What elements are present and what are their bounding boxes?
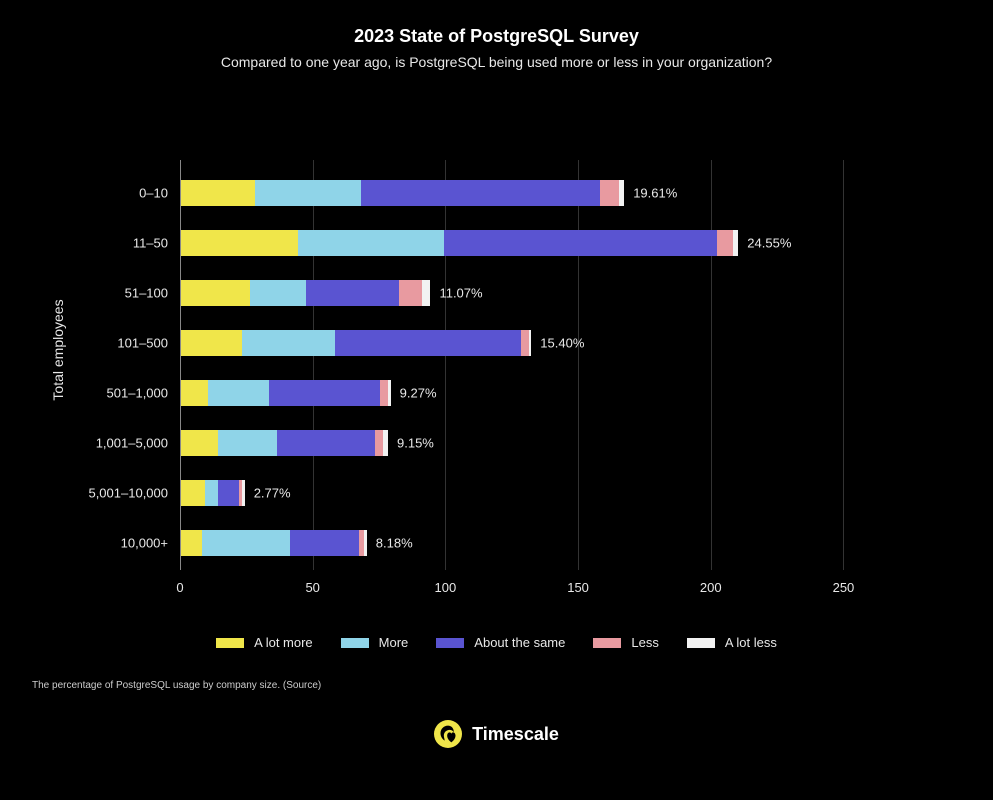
bar-segment-a-lot-less [242, 480, 245, 506]
legend-label: About the same [474, 635, 565, 650]
bar-segment-a-lot-less [422, 280, 430, 306]
bar-segment-a-lot-more [181, 180, 255, 206]
bar-segment-about-the-same [290, 530, 359, 556]
legend-item-about-the-same: About the same [436, 635, 565, 650]
bar-segment-a-lot-more [181, 280, 250, 306]
bar-row [181, 230, 738, 256]
bar-pct-label: 24.55% [747, 236, 791, 251]
gridline [843, 160, 844, 570]
footer: Timescale [0, 720, 993, 748]
bar-segment-about-the-same [218, 480, 239, 506]
legend-swatch [593, 638, 621, 648]
x-tick-label: 150 [567, 580, 589, 595]
bar-segment-a-lot-more [181, 380, 208, 406]
chart-subtitle: Compared to one year ago, is PostgreSQL … [0, 54, 993, 70]
bar-segment-more [218, 430, 276, 456]
legend-swatch [216, 638, 244, 648]
legend-label: More [379, 635, 409, 650]
x-tick-label: 200 [700, 580, 722, 595]
bar-segment-a-lot-more [181, 480, 205, 506]
bar-pct-label: 9.27% [400, 386, 437, 401]
gridline [445, 160, 446, 570]
x-tick-label: 250 [833, 580, 855, 595]
legend-label: Less [631, 635, 658, 650]
bar-segment-more [250, 280, 306, 306]
legend-label: A lot more [254, 635, 313, 650]
legend-item-more: More [341, 635, 409, 650]
legend-item-a-lot-more: A lot more [216, 635, 313, 650]
bar-pct-label: 2.77% [254, 486, 291, 501]
bar-segment-about-the-same [361, 180, 600, 206]
y-category-label: 10,000+ [121, 536, 168, 551]
bar-segment-a-lot-less [388, 380, 391, 406]
bar-segment-a-lot-less [619, 180, 624, 206]
legend-swatch [436, 638, 464, 648]
legend-swatch [341, 638, 369, 648]
bar-segment-less [521, 330, 529, 356]
bar-segment-about-the-same [277, 430, 375, 456]
legend-item-a-lot-less: A lot less [687, 635, 777, 650]
bar-segment-more [255, 180, 361, 206]
bar-segment-a-lot-less [364, 530, 367, 556]
bar-segment-less [600, 180, 619, 206]
bar-segment-less [717, 230, 733, 256]
bar-pct-label: 8.18% [376, 536, 413, 551]
bar-segment-a-lot-more [181, 530, 202, 556]
bar-segment-about-the-same [335, 330, 521, 356]
bar-row [181, 530, 367, 556]
bar-segment-about-the-same [269, 380, 380, 406]
chart-title: 2023 State of PostgreSQL Survey [0, 26, 993, 47]
legend-swatch [687, 638, 715, 648]
y-category-label: 11–50 [133, 236, 168, 251]
bar-segment-about-the-same [444, 230, 717, 256]
y-category-label: 501–1,000 [107, 386, 168, 401]
legend-label: A lot less [725, 635, 777, 650]
legend-item-less: Less [593, 635, 658, 650]
timescale-logo-icon [434, 720, 462, 748]
bar-row [181, 280, 430, 306]
bar-segment-more [298, 230, 444, 256]
bar-pct-label: 11.07% [439, 286, 482, 301]
y-axis-label: Total employees [50, 299, 66, 400]
bar-segment-a-lot-more [181, 230, 298, 256]
bar-segment-more [242, 330, 335, 356]
bar-pct-label: 9.15% [397, 436, 434, 451]
gridline [313, 160, 314, 570]
bar-pct-label: 15.40% [540, 336, 584, 351]
gridline [578, 160, 579, 570]
y-category-label: 101–500 [117, 336, 168, 351]
bar-row [181, 480, 245, 506]
bar-segment-a-lot-more [181, 430, 218, 456]
bar-row [181, 180, 624, 206]
bar-segment-a-lot-less [733, 230, 738, 256]
bar-segment-more [202, 530, 290, 556]
y-category-label: 5,001–10,000 [88, 486, 168, 501]
footer-brand-name: Timescale [472, 724, 559, 745]
x-tick-label: 50 [305, 580, 319, 595]
y-axis-line [180, 160, 181, 570]
y-category-label: 1,001–5,000 [96, 436, 168, 451]
bar-segment-a-lot-less [529, 330, 532, 356]
x-tick-label: 0 [176, 580, 183, 595]
bar-segment-about-the-same [306, 280, 399, 306]
bar-segment-less [380, 380, 388, 406]
bar-row [181, 380, 391, 406]
bar-pct-label: 19.61% [633, 186, 677, 201]
bar-segment-more [205, 480, 218, 506]
chart-plot-area: 0501001502002500–1019.61%11–5024.55%51–1… [180, 160, 870, 570]
y-category-label: 0–10 [139, 186, 168, 201]
bar-segment-less [375, 430, 383, 456]
chart-caption: The percentage of PostgreSQL usage by co… [32, 680, 321, 691]
bar-segment-a-lot-more [181, 330, 242, 356]
bar-row [181, 430, 388, 456]
bar-row [181, 330, 531, 356]
x-tick-label: 100 [435, 580, 457, 595]
page-root: 2023 State of PostgreSQL Survey Compared… [0, 0, 993, 800]
y-category-label: 51–100 [125, 286, 168, 301]
bar-segment-less [399, 280, 423, 306]
bar-segment-more [208, 380, 269, 406]
bar-segment-a-lot-less [383, 430, 388, 456]
chart-legend: A lot more More About the same Less A lot le… [0, 635, 993, 650]
gridline [711, 160, 712, 570]
